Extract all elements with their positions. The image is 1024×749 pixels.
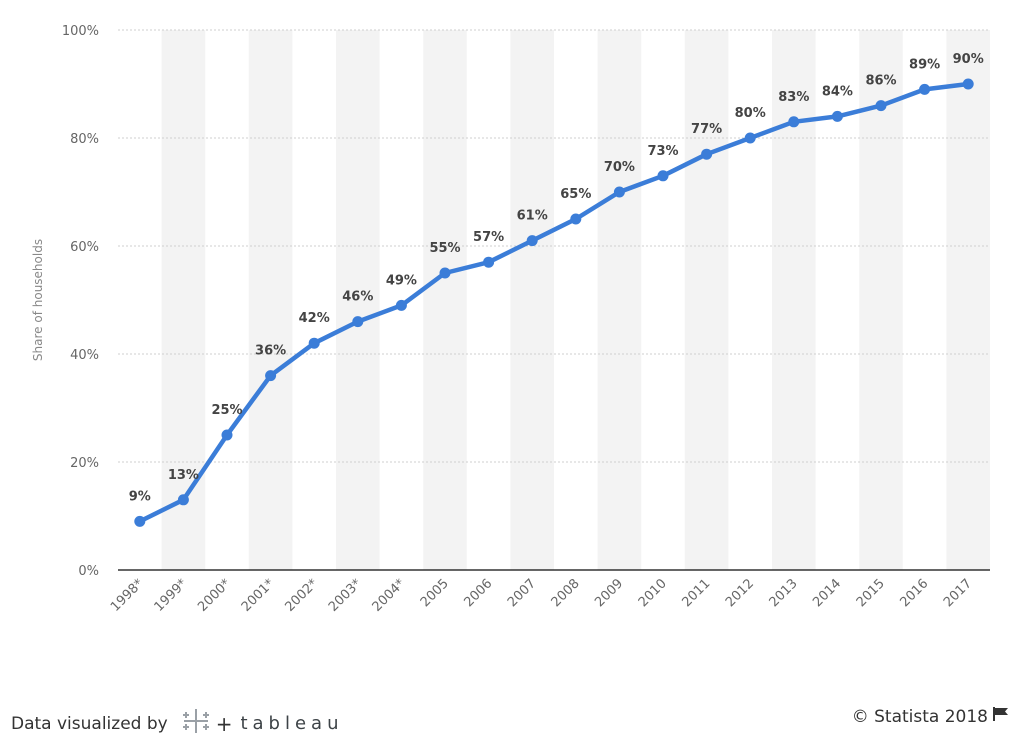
x-tick-label: 2008: [549, 576, 583, 610]
y-tick-label: 0%: [78, 564, 99, 579]
data-label: 86%: [865, 74, 896, 89]
background-band: [336, 30, 380, 570]
data-label: 42%: [299, 311, 330, 326]
background-band: [510, 30, 554, 570]
x-tick-label: 2001*: [239, 576, 278, 615]
background-band: [597, 30, 642, 570]
tableau-wordmark: tableau: [240, 713, 344, 734]
x-tick-label: 2014: [810, 576, 844, 610]
chart: 0% 20% 40% 60% 80% 100% 1998* 1999* 2000* 2001* 20…: [31, 24, 990, 615]
data-label: 36%: [255, 344, 286, 359]
x-tick-label: 2007: [505, 576, 539, 610]
y-tick-label: 60%: [70, 240, 99, 255]
data-point: [831, 110, 843, 122]
data-point: [134, 515, 146, 527]
x-tick-label: 2017: [941, 576, 975, 610]
credit-text: Data visualized by: [11, 713, 168, 734]
background-band: [248, 30, 293, 570]
x-tick-label: 1999*: [152, 576, 191, 615]
background-band: [859, 30, 903, 570]
x-tick-label: 2000*: [195, 576, 234, 615]
x-tick-label: 2011: [679, 576, 713, 610]
x-tick-label: 2010: [636, 576, 670, 610]
data-point: [483, 256, 495, 268]
background-band: [946, 30, 990, 570]
y-tick-label: 80%: [70, 132, 99, 147]
data-label: 13%: [168, 468, 199, 483]
data-label: 83%: [778, 90, 809, 105]
x-tick-label: 2003*: [326, 576, 365, 615]
y-axis-label: Share of households: [31, 239, 45, 361]
background-band: [423, 30, 467, 570]
data-label: 55%: [429, 241, 460, 256]
data-label: 90%: [953, 52, 984, 67]
data-label: 9%: [129, 489, 151, 504]
data-point: [439, 267, 451, 279]
data-label: 49%: [386, 273, 417, 288]
data-label: 57%: [473, 230, 504, 245]
tableau-logo-icon: [176, 706, 216, 741]
data-point: [613, 186, 625, 198]
copyright: © Statista 2018: [852, 706, 1010, 727]
data-label: 84%: [822, 84, 853, 99]
x-tick-label: 2005: [418, 576, 452, 610]
data-point: [177, 494, 189, 506]
background-band: [161, 30, 206, 570]
data-label: 73%: [647, 144, 678, 159]
x-tick-label: 2016: [897, 576, 931, 610]
x-tick-label: 2012: [723, 576, 757, 610]
data-point: [352, 316, 364, 328]
data-point: [788, 116, 800, 128]
tableau-plus-icon: +: [215, 711, 233, 736]
data-point: [919, 83, 931, 95]
y-tick-label: 40%: [70, 348, 99, 363]
copyright-text: © Statista 2018: [851, 706, 988, 727]
data-point: [962, 78, 974, 90]
data-point: [395, 299, 407, 311]
data-label: 89%: [909, 57, 940, 72]
data-point: [875, 100, 887, 112]
footer: Data visualized by + tableau ©: [0, 700, 1024, 736]
data-point: [570, 213, 582, 225]
data-label: 61%: [517, 209, 548, 224]
background-band: [772, 30, 816, 570]
data-point: [526, 235, 538, 247]
background-band: [684, 30, 729, 570]
x-tick-label: 2013: [767, 576, 801, 610]
data-point: [701, 148, 713, 160]
x-tick-label: 1998*: [108, 576, 147, 615]
x-tick-label: 2004*: [370, 576, 409, 615]
flag-icon[interactable]: [992, 706, 1010, 727]
data-point: [744, 132, 756, 144]
data-point: [221, 429, 233, 441]
data-point: [265, 370, 277, 382]
series-line: [137, 81, 971, 524]
data-label: 70%: [604, 160, 635, 175]
x-tick-label: 2009: [592, 576, 626, 610]
data-label: 46%: [342, 290, 373, 305]
x-tick-label: 2015: [854, 576, 888, 610]
data-label: 25%: [211, 403, 242, 418]
x-tick-label: 2002*: [282, 576, 321, 615]
y-tick-label: 20%: [70, 456, 99, 471]
x-tick-label: 2006: [461, 576, 495, 610]
data-label: 65%: [560, 187, 591, 202]
data-point: [308, 337, 320, 349]
y-tick-label: 100%: [62, 24, 99, 39]
data-point: [657, 170, 669, 182]
tableau-credit[interactable]: Data visualized by + tableau: [11, 706, 344, 741]
data-label: 77%: [691, 122, 722, 137]
line-chart-svg: 0%20%40%60%80%100%1998* 1999* 2000* 2001* 20…: [31, 24, 990, 615]
data-label: 80%: [735, 106, 766, 121]
